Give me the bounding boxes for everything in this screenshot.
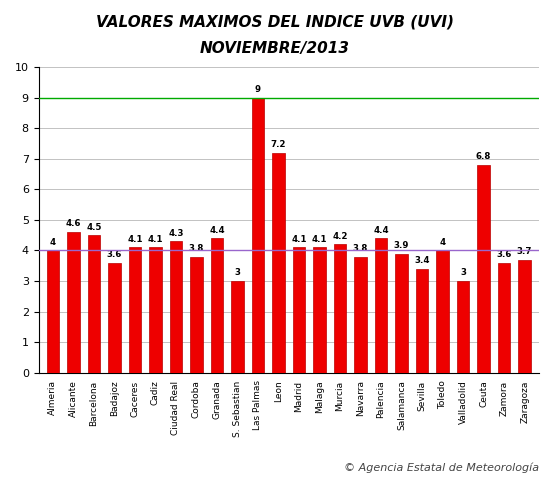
Text: 7.2: 7.2 <box>271 140 286 149</box>
Bar <box>477 165 490 373</box>
Text: 6.8: 6.8 <box>476 152 491 161</box>
Text: 3: 3 <box>460 268 466 277</box>
Text: 9: 9 <box>255 85 261 94</box>
Bar <box>519 260 531 373</box>
Text: 3.8: 3.8 <box>353 244 369 253</box>
Text: 4.4: 4.4 <box>373 226 389 235</box>
Text: 4.5: 4.5 <box>86 222 102 231</box>
Bar <box>149 248 162 373</box>
Text: 4.4: 4.4 <box>209 226 225 235</box>
Text: 4.1: 4.1 <box>147 235 163 244</box>
Text: 4.2: 4.2 <box>332 232 348 241</box>
Text: 4: 4 <box>50 238 56 247</box>
Text: © Agencia Estatal de Meteorología: © Agencia Estatal de Meteorología <box>344 463 539 473</box>
Bar <box>416 269 428 373</box>
Bar <box>129 248 141 373</box>
Bar <box>437 250 449 373</box>
Bar <box>354 257 367 373</box>
Text: 3: 3 <box>234 268 240 277</box>
Bar <box>395 253 408 373</box>
Bar <box>67 232 80 373</box>
Bar <box>47 250 59 373</box>
Bar <box>108 263 120 373</box>
Text: 3.9: 3.9 <box>394 241 409 250</box>
Text: 3.6: 3.6 <box>497 250 512 259</box>
Text: 3.8: 3.8 <box>189 244 204 253</box>
Bar <box>498 263 510 373</box>
Bar <box>272 152 285 373</box>
Text: NOVIEMBRE/2013: NOVIEMBRE/2013 <box>200 41 350 55</box>
Text: 4.1: 4.1 <box>292 235 307 244</box>
Bar <box>232 281 244 373</box>
Bar <box>190 257 202 373</box>
Text: 3.6: 3.6 <box>107 250 122 259</box>
Bar <box>375 238 387 373</box>
Bar <box>314 248 326 373</box>
Text: 4.1: 4.1 <box>312 235 327 244</box>
Text: 4.1: 4.1 <box>127 235 142 244</box>
Text: VALORES MAXIMOS DEL INDICE UVB (UVI): VALORES MAXIMOS DEL INDICE UVB (UVI) <box>96 14 454 29</box>
Bar <box>293 248 305 373</box>
Text: 4: 4 <box>439 238 446 247</box>
Text: 4.6: 4.6 <box>65 219 81 228</box>
Bar <box>211 238 223 373</box>
Text: 3.7: 3.7 <box>517 247 532 256</box>
Bar <box>252 98 264 373</box>
Bar <box>88 235 100 373</box>
Bar <box>334 244 346 373</box>
Text: 3.4: 3.4 <box>414 256 430 265</box>
Bar <box>170 241 182 373</box>
Bar <box>457 281 469 373</box>
Text: 4.3: 4.3 <box>168 228 184 238</box>
